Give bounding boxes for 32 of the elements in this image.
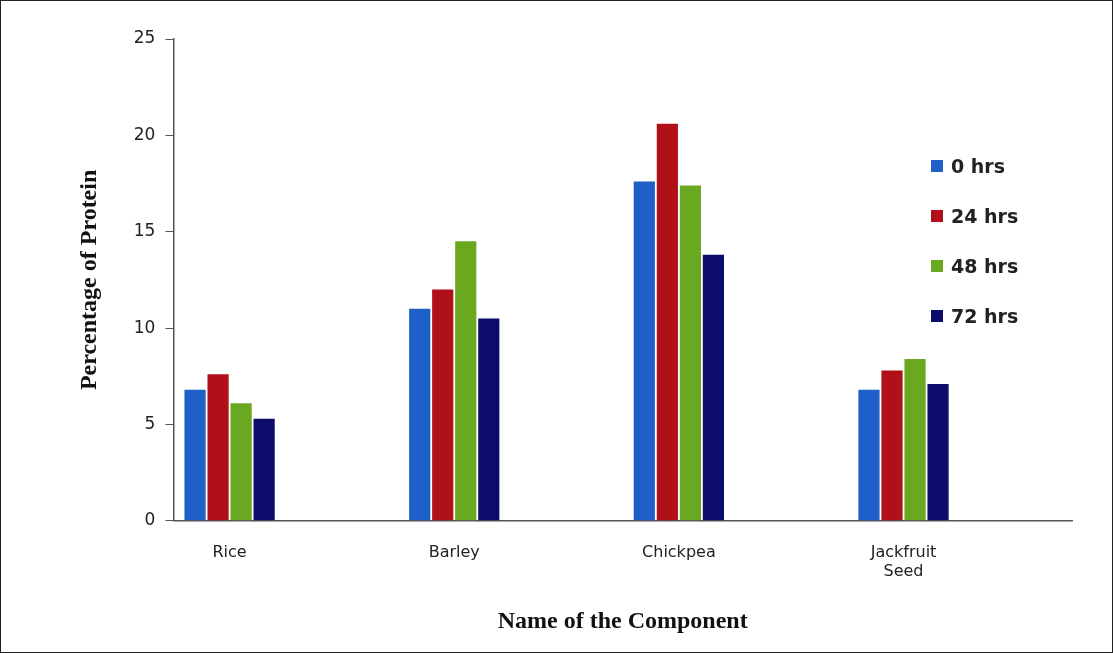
y-tick-label: 20 <box>133 123 156 144</box>
bar <box>881 370 903 521</box>
x-axis-title: Name of the Component <box>497 606 748 633</box>
bar <box>409 308 431 521</box>
legend-label: 48 hrs <box>951 255 1019 277</box>
bar <box>432 289 454 521</box>
bar <box>207 374 229 521</box>
bar <box>702 254 725 521</box>
x-tick-label: Jackfruit Seed <box>869 541 937 580</box>
bar <box>904 358 926 521</box>
bar <box>253 418 275 521</box>
bar <box>656 123 678 521</box>
legend-label: 72 hrs <box>951 305 1019 327</box>
bar <box>184 389 206 521</box>
y-tick-label: 15 <box>133 220 156 241</box>
x-tick-label: Barley <box>428 541 480 561</box>
legend-label: 0 hrs <box>951 155 1006 177</box>
y-tick-label: 5 <box>144 412 156 433</box>
y-tick-label: 25 <box>133 27 156 48</box>
y-axis-title: Percentage of Protein <box>74 169 101 391</box>
y-tick-label: 10 <box>133 316 156 337</box>
legend-label: 24 hrs <box>951 205 1019 227</box>
bar <box>679 185 701 521</box>
bar <box>455 241 477 521</box>
bar <box>927 383 949 521</box>
bar <box>633 181 655 521</box>
bar <box>858 389 880 521</box>
y-tick-label: 0 <box>144 509 156 530</box>
bar <box>230 403 252 521</box>
x-tick-label: Chickpea <box>642 541 716 561</box>
bar <box>478 318 500 521</box>
x-tick-label: Rice <box>212 541 247 561</box>
